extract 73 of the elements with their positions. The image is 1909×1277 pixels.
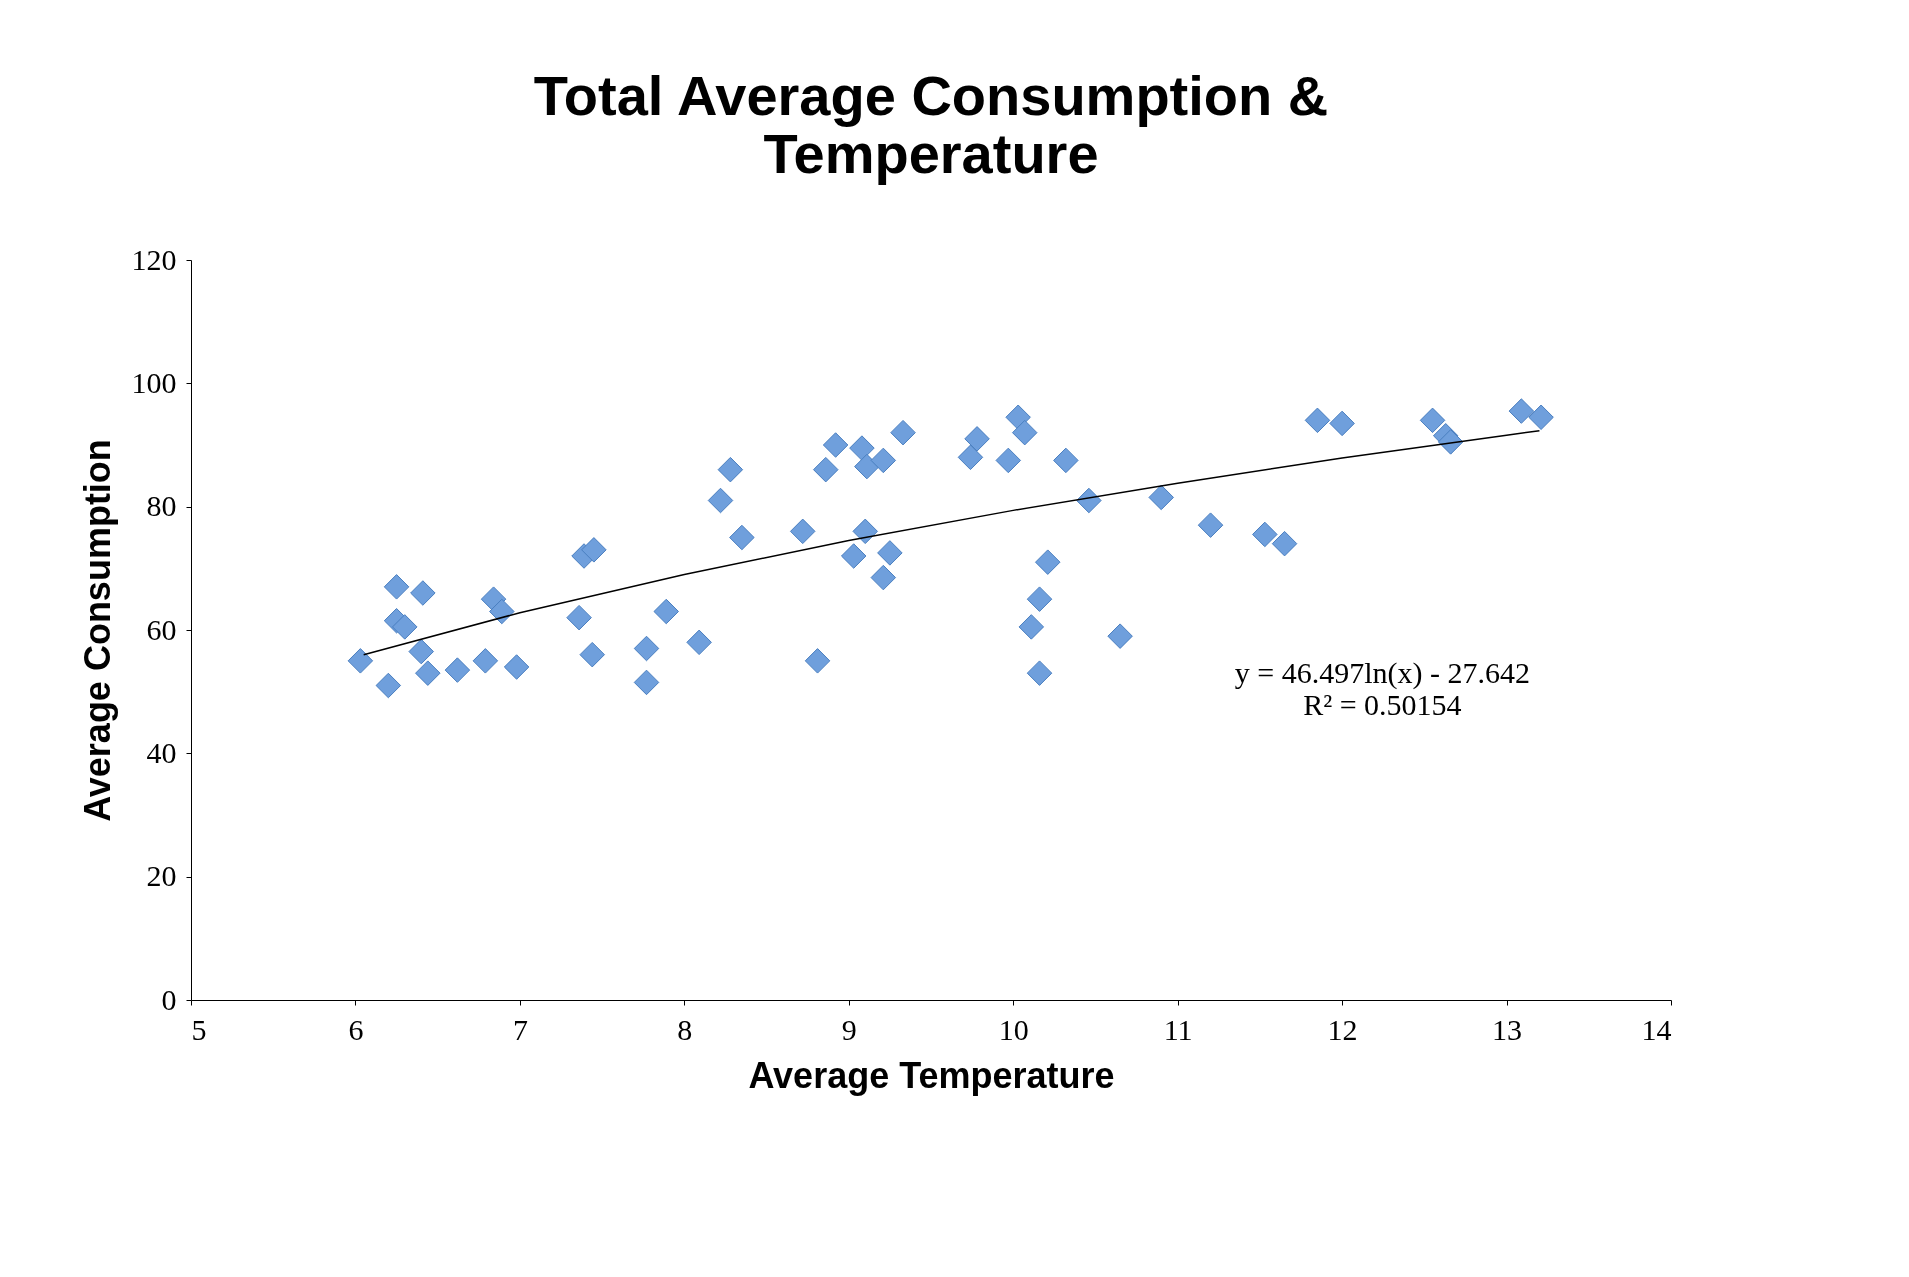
x-tick-label: 9 bbox=[841, 1012, 857, 1046]
point bbox=[717, 456, 744, 483]
point bbox=[1035, 549, 1061, 575]
y-tick-label: 0 bbox=[161, 982, 177, 1016]
point bbox=[890, 419, 916, 446]
point bbox=[1304, 407, 1331, 434]
point bbox=[804, 648, 831, 674]
point bbox=[813, 456, 839, 483]
point bbox=[822, 432, 849, 458]
point bbox=[1011, 419, 1038, 446]
x-tick-label: 10 bbox=[998, 1012, 1029, 1046]
y-tick-label: 20 bbox=[146, 859, 177, 893]
y-tick-label: 100 bbox=[131, 365, 177, 399]
point bbox=[444, 657, 471, 683]
x-tick-label: 7 bbox=[512, 1012, 528, 1046]
point bbox=[1271, 530, 1298, 557]
chart-title: Total Average Consumption & Temperature bbox=[533, 64, 1329, 185]
point bbox=[1197, 512, 1224, 538]
point bbox=[408, 638, 434, 665]
point bbox=[1053, 447, 1079, 474]
y-tick-label: 40 bbox=[146, 735, 177, 769]
point bbox=[1018, 614, 1045, 640]
x-axis-title: Average Temperature bbox=[748, 1054, 1115, 1096]
point bbox=[789, 518, 816, 545]
point bbox=[375, 672, 402, 699]
point bbox=[1026, 586, 1053, 612]
y-tick-label: 80 bbox=[146, 489, 177, 523]
point bbox=[415, 660, 441, 686]
point bbox=[581, 537, 607, 563]
point bbox=[392, 614, 418, 640]
point bbox=[633, 669, 660, 696]
point bbox=[854, 453, 880, 480]
x-tick-label: 14 bbox=[1641, 1012, 1672, 1046]
x-tick-label: 5 bbox=[191, 1012, 207, 1046]
point bbox=[957, 444, 984, 471]
point bbox=[1107, 623, 1133, 649]
point bbox=[489, 598, 515, 625]
x-tick-label: 8 bbox=[677, 1012, 693, 1046]
point bbox=[1419, 407, 1446, 434]
point bbox=[503, 654, 530, 680]
point bbox=[964, 426, 990, 452]
point bbox=[1026, 660, 1053, 686]
point bbox=[840, 543, 867, 569]
point bbox=[579, 641, 605, 668]
point bbox=[410, 580, 436, 606]
point bbox=[347, 648, 374, 674]
point bbox=[1508, 398, 1535, 424]
y-tick-label: 60 bbox=[146, 612, 177, 646]
point bbox=[1252, 521, 1278, 548]
point bbox=[870, 564, 897, 591]
x-tick-label: 12 bbox=[1327, 1012, 1358, 1046]
y-tick-label: 120 bbox=[131, 242, 177, 276]
point bbox=[995, 447, 1022, 474]
point bbox=[566, 604, 592, 631]
point bbox=[633, 635, 660, 662]
annotation: y = 46.497ln(x) - 27.642 R² = 0.50154 bbox=[1234, 656, 1531, 722]
point bbox=[707, 487, 734, 514]
point bbox=[870, 447, 897, 474]
x-tick-label: 13 bbox=[1492, 1012, 1523, 1046]
point bbox=[472, 648, 499, 674]
point bbox=[653, 598, 679, 625]
point bbox=[877, 540, 903, 566]
point bbox=[729, 524, 755, 551]
x-tick-label: 11 bbox=[1163, 1012, 1193, 1046]
point bbox=[1148, 484, 1174, 511]
point bbox=[1528, 404, 1554, 430]
point bbox=[1329, 410, 1355, 437]
point bbox=[383, 574, 410, 600]
point bbox=[686, 629, 712, 656]
x-tick-label: 6 bbox=[348, 1012, 364, 1046]
point bbox=[849, 435, 875, 461]
y-axis-title: Average Consumption bbox=[76, 439, 118, 822]
point bbox=[852, 518, 878, 545]
